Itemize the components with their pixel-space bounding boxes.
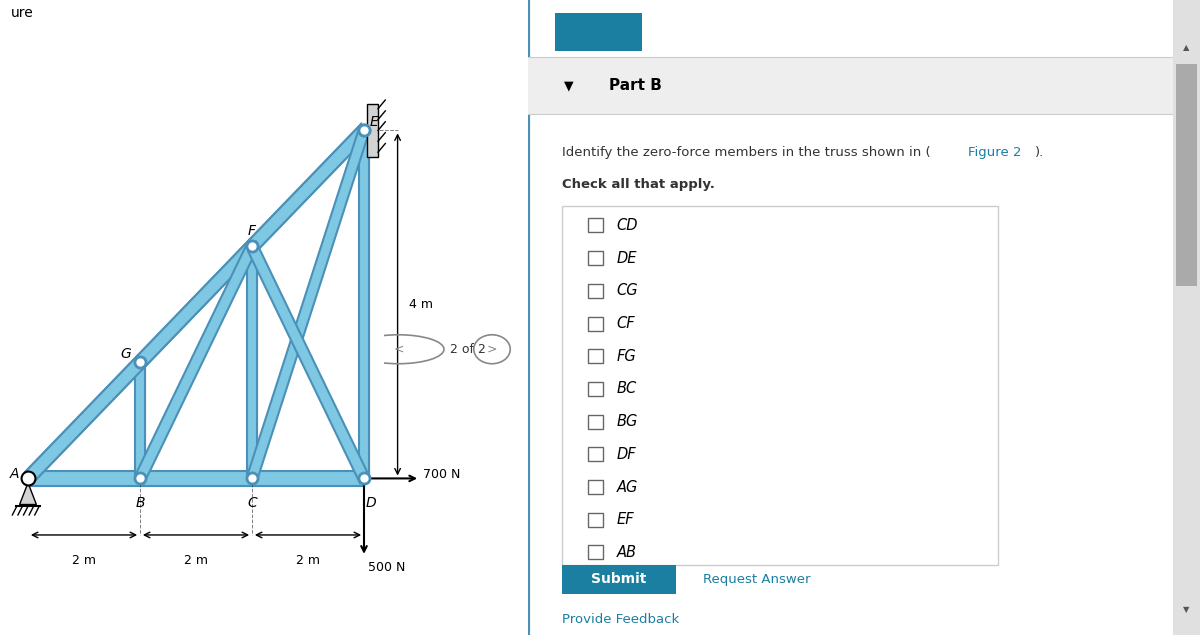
Polygon shape — [28, 471, 140, 486]
Polygon shape — [359, 130, 370, 478]
Text: 2 m: 2 m — [72, 554, 96, 567]
Bar — [588, 349, 604, 363]
Bar — [562, 565, 676, 594]
Bar — [588, 447, 604, 461]
Polygon shape — [25, 356, 143, 485]
Bar — [1174, 0, 1200, 635]
Polygon shape — [252, 471, 364, 486]
Polygon shape — [137, 240, 254, 369]
Text: Figure 2: Figure 2 — [968, 146, 1021, 159]
Text: F: F — [248, 224, 256, 237]
Text: 2 m: 2 m — [296, 554, 320, 567]
Text: CF: CF — [617, 316, 635, 331]
Bar — [528, 57, 1200, 114]
Text: 500 N: 500 N — [368, 561, 406, 574]
Polygon shape — [367, 104, 378, 157]
Bar — [588, 218, 604, 232]
Bar — [588, 284, 604, 298]
Polygon shape — [25, 124, 367, 485]
Text: Part B: Part B — [608, 78, 661, 93]
Text: 700 N: 700 N — [422, 467, 460, 481]
Text: B: B — [136, 496, 145, 510]
Text: CG: CG — [617, 283, 638, 298]
Polygon shape — [247, 246, 257, 478]
Bar — [588, 251, 604, 265]
Text: FG: FG — [617, 349, 636, 364]
Text: A: A — [10, 467, 19, 481]
Bar — [588, 480, 604, 494]
Polygon shape — [140, 471, 252, 486]
Polygon shape — [19, 483, 36, 505]
Bar — [528, 114, 1200, 635]
Text: 2 m: 2 m — [184, 554, 208, 567]
Text: DF: DF — [617, 447, 636, 462]
Text: ure: ure — [11, 6, 34, 20]
Text: >: > — [487, 343, 497, 356]
Text: Provide Feedback: Provide Feedback — [562, 613, 679, 625]
Text: Request Answer: Request Answer — [703, 573, 810, 586]
Text: Submit: Submit — [592, 572, 647, 587]
Text: AB: AB — [617, 545, 637, 560]
Text: 2 of 2: 2 of 2 — [450, 343, 486, 356]
Bar — [588, 382, 604, 396]
Polygon shape — [136, 242, 256, 483]
Text: ▼: ▼ — [564, 79, 574, 92]
Text: CD: CD — [617, 218, 638, 233]
Text: ▼: ▼ — [1183, 605, 1190, 614]
Bar — [588, 513, 604, 527]
Bar — [554, 13, 642, 51]
Text: EF: EF — [617, 512, 635, 527]
Bar — [562, 206, 998, 565]
Text: BG: BG — [617, 414, 638, 429]
Polygon shape — [134, 363, 145, 478]
Text: <: < — [394, 343, 403, 356]
Polygon shape — [247, 127, 368, 482]
Text: Check all that apply.: Check all that apply. — [562, 178, 714, 190]
Bar — [588, 545, 604, 559]
Text: DE: DE — [617, 251, 637, 265]
Text: BC: BC — [617, 382, 637, 396]
Bar — [1176, 64, 1196, 286]
Text: 4 m: 4 m — [409, 298, 433, 311]
Text: ).: ). — [1036, 146, 1045, 159]
Text: C: C — [247, 496, 257, 510]
Polygon shape — [248, 242, 368, 483]
Text: AG: AG — [617, 479, 638, 495]
Bar — [588, 415, 604, 429]
Text: G: G — [121, 347, 131, 361]
Polygon shape — [250, 124, 367, 253]
Bar — [588, 317, 604, 330]
Text: Identify the zero-force members in the truss shown in (: Identify the zero-force members in the t… — [562, 146, 930, 159]
Text: ▲: ▲ — [1183, 43, 1190, 52]
Text: D: D — [366, 496, 376, 510]
Text: E: E — [370, 115, 378, 129]
